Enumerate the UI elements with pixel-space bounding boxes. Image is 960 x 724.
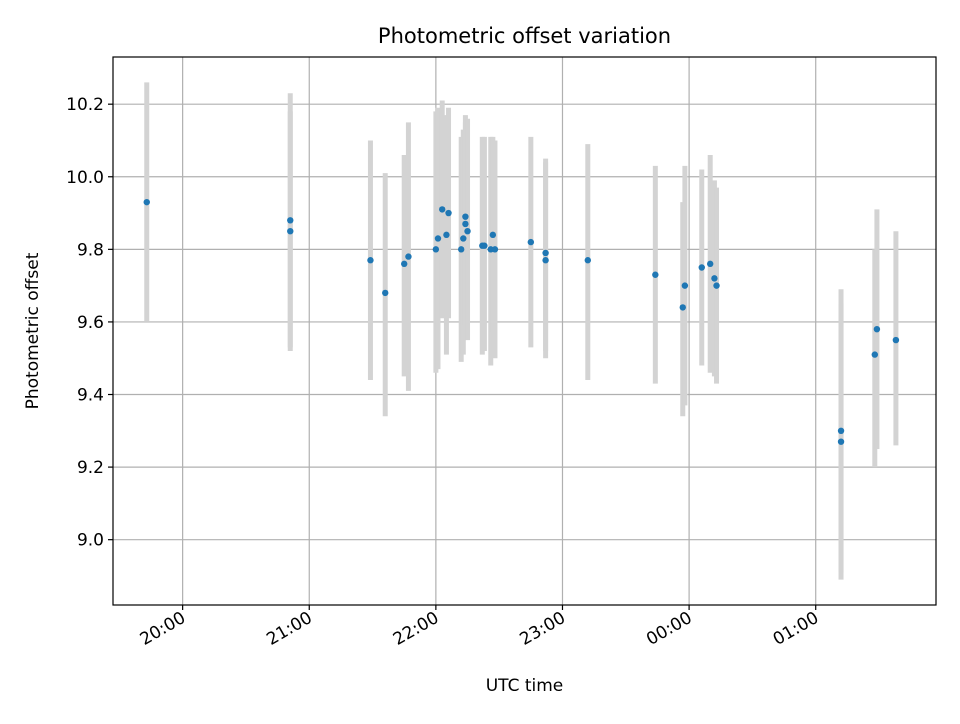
- data-point: [460, 235, 467, 242]
- data-point: [679, 304, 686, 311]
- y-tick-label: 9.4: [77, 386, 104, 406]
- y-tick-label: 10.2: [66, 95, 104, 115]
- plot-frame: [112, 56, 937, 606]
- data-point: [542, 249, 549, 257]
- data-point: [542, 257, 549, 264]
- data-point: [892, 336, 900, 344]
- data-points: [143, 198, 900, 445]
- data-point: [462, 220, 469, 228]
- data-point: [481, 242, 488, 249]
- x-axis-label: UTC time: [486, 676, 564, 696]
- y-tick-label: 10.0: [66, 168, 104, 188]
- data-point: [837, 438, 845, 445]
- data-point: [367, 257, 374, 264]
- data-point: [707, 260, 714, 268]
- data-point: [443, 231, 450, 239]
- data-point: [652, 271, 659, 278]
- data-point: [439, 206, 446, 213]
- data-point: [489, 231, 497, 239]
- y-tick-label: 9.2: [77, 458, 104, 478]
- data-point: [871, 351, 879, 358]
- data-point: [457, 246, 465, 253]
- data-point: [143, 198, 150, 206]
- data-point: [713, 282, 720, 289]
- data-point: [405, 253, 412, 260]
- data-point: [434, 235, 442, 242]
- data-point: [527, 238, 535, 246]
- data-point: [491, 246, 499, 253]
- data-point: [584, 257, 592, 264]
- y-tick-label: 9.0: [77, 531, 104, 551]
- data-point: [462, 213, 469, 220]
- data-point: [698, 264, 705, 271]
- y-tick-label: 9.6: [77, 313, 104, 333]
- data-point: [837, 427, 845, 435]
- data-point: [464, 227, 471, 235]
- plot-area: [113, 57, 936, 605]
- y-axis-ticks: 9.0 9.2 9.4 9.6 9.8 10.0 10.2: [66, 95, 113, 551]
- data-point: [445, 209, 452, 217]
- data-point: [287, 217, 294, 224]
- data-point: [711, 275, 718, 282]
- data-point: [401, 260, 408, 268]
- data-point: [873, 325, 881, 333]
- y-tick-label: 9.8: [77, 240, 104, 260]
- data-point: [382, 289, 389, 297]
- y-axis-label: Photometric offset: [23, 252, 43, 409]
- chart-title: Photometric offset variation: [378, 24, 671, 48]
- data-point: [287, 227, 294, 235]
- data-point: [681, 282, 689, 289]
- data-point: [432, 246, 440, 253]
